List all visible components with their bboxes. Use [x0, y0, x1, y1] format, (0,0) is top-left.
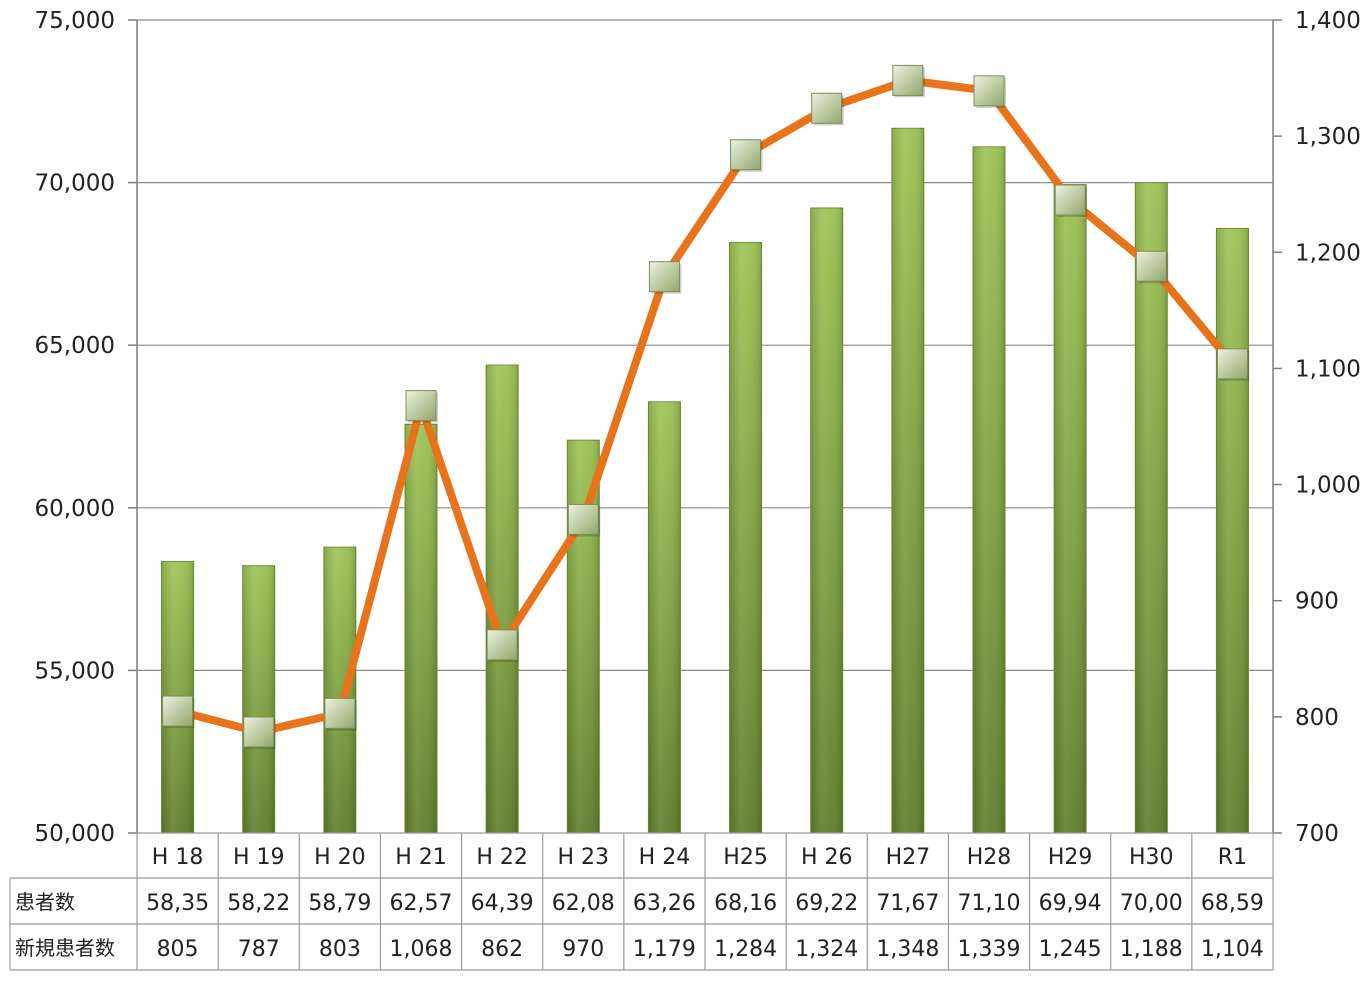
point [567, 503, 599, 535]
legend-entry: 患者数 [15, 890, 75, 914]
x-tick-label: H 21 [395, 845, 447, 870]
y-left-tick-label: 75,000 [35, 8, 115, 34]
data-label: 58,79 [308, 891, 371, 916]
y-right-tick-label: 700 [1295, 821, 1339, 847]
data-table: H 18 H 19 H 20 H 21 H 22 H 23 H 24 H25 H 26 H27 H2… [9, 832, 1274, 971]
bar-shade [1135, 182, 1168, 834]
data-label: 1,348 [876, 937, 939, 962]
point [811, 92, 843, 124]
x-tick-label: H 26 [801, 845, 853, 870]
data-label: 1,284 [714, 937, 777, 962]
data-label: 70,00 [1120, 891, 1183, 916]
point [730, 139, 762, 171]
x-tick-label: H28 [967, 845, 1012, 870]
legend-entry: 新規患者数 [15, 936, 115, 960]
data-label: 1,179 [633, 937, 696, 962]
point [162, 695, 194, 727]
data-label: 970 [562, 937, 604, 962]
bar-shade [323, 547, 356, 833]
x-tick-label: H29 [1048, 845, 1093, 870]
data-label: 862 [481, 937, 523, 962]
data-label: 68,16 [714, 891, 777, 916]
y-right-tick-label: 800 [1295, 705, 1339, 731]
data-label: 58,22 [227, 891, 290, 916]
data-label: 1,324 [795, 937, 858, 962]
point [648, 261, 680, 293]
series-line [176, 76, 1236, 736]
x-tick-label: H27 [886, 845, 931, 870]
bar-series [161, 127, 1249, 834]
data-label: 1,188 [1120, 937, 1183, 962]
x-tick-label: H30 [1129, 845, 1174, 870]
bar-shade [1216, 228, 1249, 834]
data-label: 64,39 [471, 891, 534, 916]
bar-shade [648, 401, 681, 833]
y-left-tick-label: 50,000 [35, 821, 115, 847]
bar-shade [891, 128, 924, 833]
x-tick-label: H 18 [152, 845, 204, 870]
bar-shade [729, 242, 762, 834]
data-label: 69,94 [1039, 891, 1102, 916]
point [1135, 250, 1167, 282]
point [405, 390, 437, 422]
bar-shade [405, 424, 437, 833]
data-label: 71,10 [958, 891, 1021, 916]
data-label: 62,08 [552, 891, 615, 916]
point [1216, 348, 1248, 380]
bar-shade [1054, 184, 1087, 833]
data-label: 1,068 [390, 937, 453, 962]
y-right-tick-label: 1,400 [1295, 8, 1361, 34]
point [324, 697, 356, 729]
axes: 50,000 55,000 60,000 65,000 70,000 75,000 700 8… [35, 8, 1361, 847]
bar-shade [973, 146, 1005, 833]
data-label: 805 [157, 937, 199, 962]
x-tick-label: H 23 [558, 845, 610, 870]
x-tick-label: H 22 [476, 845, 528, 870]
bar-shade [242, 565, 275, 833]
point [973, 75, 1005, 107]
y-left-tick-label: 70,000 [35, 171, 115, 197]
data-label: 58,35 [146, 891, 209, 916]
y-left-tick-label: 60,000 [35, 496, 115, 522]
line-series [176, 76, 1236, 736]
y-left-tick-label: 55,000 [35, 658, 115, 684]
x-tick-label: R1 [1218, 845, 1247, 870]
x-tick-label: H 19 [233, 845, 285, 870]
bar-shade [486, 365, 519, 833]
data-label: 69,22 [795, 891, 858, 916]
bar-shade [810, 207, 843, 834]
y-right-tick-label: 1,000 [1295, 473, 1361, 499]
point [486, 629, 518, 661]
data-label: 1,339 [958, 937, 1021, 962]
x-tick-label: H 20 [314, 845, 366, 870]
point [1054, 184, 1086, 216]
x-tick-label: H25 [723, 845, 768, 870]
y-right-tick-label: 1,300 [1295, 124, 1361, 150]
y-right-tick-label: 1,200 [1295, 240, 1361, 266]
data-label: 62,57 [390, 891, 453, 916]
bar-shade [567, 440, 600, 833]
data-label: 1,245 [1039, 937, 1102, 962]
data-label: 787 [238, 937, 280, 962]
line-markers [162, 64, 1250, 749]
data-label: 803 [319, 937, 361, 962]
data-label: 1,104 [1201, 937, 1264, 962]
point [243, 716, 275, 748]
data-label: 68,59 [1201, 891, 1264, 916]
point [892, 64, 924, 96]
y-right-tick-label: 900 [1295, 589, 1339, 615]
grid-lines [137, 19, 1273, 672]
y-left-tick-label: 65,000 [35, 333, 115, 359]
y-right-tick-label: 1,100 [1295, 356, 1361, 382]
data-label: 63,26 [633, 891, 696, 916]
x-tick-label: H 24 [639, 845, 691, 870]
data-label: 71,67 [876, 891, 939, 916]
